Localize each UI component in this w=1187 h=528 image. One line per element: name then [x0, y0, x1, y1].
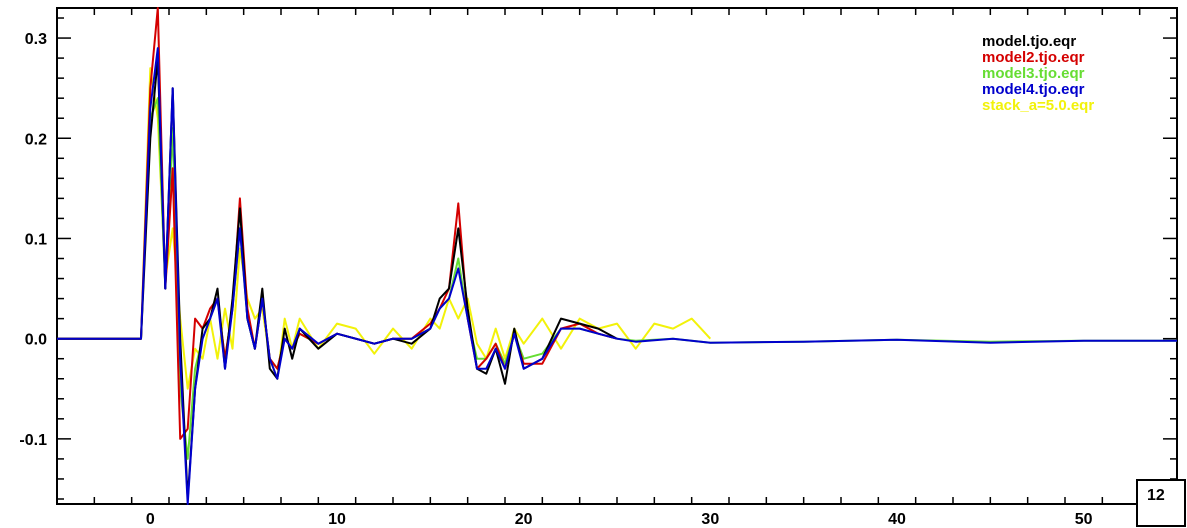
- corner-label: 12: [1147, 487, 1165, 504]
- y-tick-label: 0.0: [25, 332, 47, 349]
- y-tick-label: -0.1: [19, 432, 47, 449]
- y-tick-label: 0.2: [25, 131, 47, 148]
- series-line-4: [57, 47, 1177, 505]
- corner-label-box: 12: [1136, 479, 1186, 527]
- legend: model.tjo.eqrmodel2.tjo.eqrmodel3.tjo.eq…: [982, 33, 1094, 114]
- x-tick-label: 50: [1075, 511, 1093, 528]
- x-tick-label: 30: [701, 511, 719, 528]
- x-tick-label: 40: [888, 511, 906, 528]
- legend-entry: model.tjo.eqr: [982, 33, 1076, 50]
- x-tick-label: 10: [328, 511, 346, 528]
- legend-entry: model3.tjo.eqr: [982, 65, 1085, 82]
- axis-tick-labels: 0 10 20 30 40 50 -0.1 0.0 0.1 0.2 0.3: [19, 31, 1092, 528]
- y-tick-label: 0.1: [25, 231, 47, 248]
- legend-entry: model4.tjo.eqr: [982, 81, 1085, 98]
- series-line-2: [57, 7, 618, 440]
- y-tick-label: 0.3: [25, 31, 47, 48]
- series-line-1: [57, 57, 618, 500]
- legend-entry: stack_a=5.0.eqr: [982, 97, 1094, 114]
- x-tick-label: 0: [146, 511, 155, 528]
- series-line-3: [57, 97, 1177, 460]
- x-tick-label: 20: [515, 511, 533, 528]
- series-lines: [57, 7, 1177, 505]
- legend-entry: model2.tjo.eqr: [982, 49, 1085, 66]
